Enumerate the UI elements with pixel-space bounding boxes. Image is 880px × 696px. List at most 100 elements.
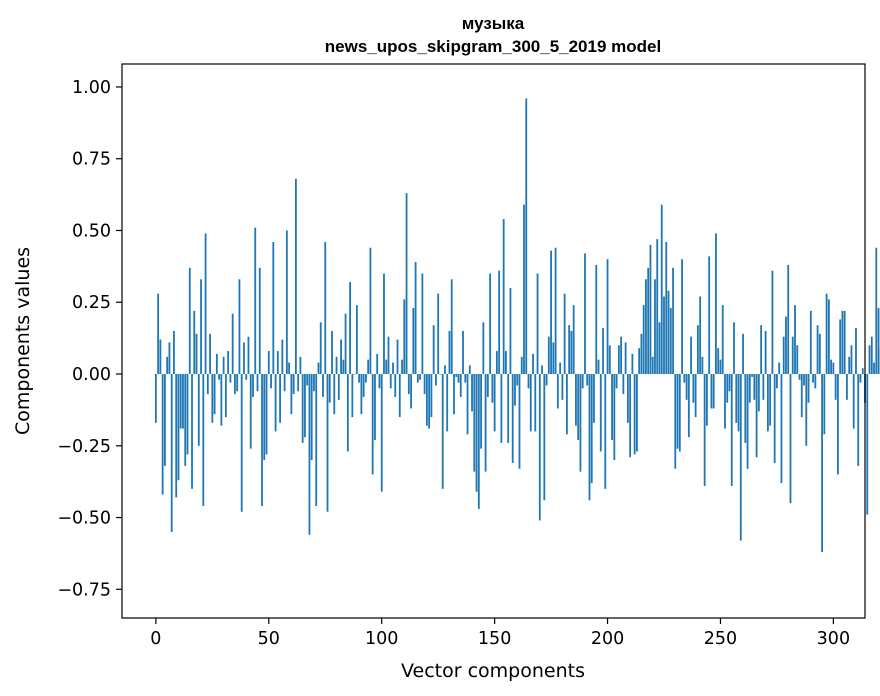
- bar-component-31: [224, 374, 227, 418]
- bar-component-257: [735, 374, 738, 423]
- y-tick-label: 0.25: [72, 293, 111, 313]
- bar-component-113: [410, 374, 412, 409]
- bar-component-66: [304, 374, 306, 438]
- bar-component-308: [850, 345, 853, 375]
- bar-component-185: [572, 305, 575, 375]
- bar-component-5: [166, 356, 169, 375]
- bar-component-261: [744, 374, 747, 443]
- bar-component-133: [455, 374, 458, 377]
- bar-component-248: [715, 233, 717, 375]
- bar-component-247: [712, 374, 715, 409]
- x-tick-label: 50: [258, 629, 280, 649]
- bar-component-287: [803, 374, 805, 386]
- bar-component-44: [254, 227, 257, 375]
- bar-component-52: [272, 241, 275, 375]
- bar-component-245: [708, 256, 711, 375]
- bar-component-275: [776, 374, 778, 389]
- bar-component-286: [800, 374, 803, 418]
- bar-component-178: [556, 374, 559, 409]
- bar-component-132: [453, 374, 455, 415]
- bar-component-210: [629, 374, 632, 458]
- bar-component-62: [294, 178, 297, 375]
- bar-component-71: [315, 374, 318, 507]
- bar-component-15: [188, 267, 191, 375]
- x-axis-ticks: 0 50 100 150 200 250 300: [150, 618, 850, 649]
- bar-component-315: [866, 374, 869, 515]
- bar-component-221: [654, 279, 656, 375]
- bar-component-105: [392, 362, 394, 375]
- bar-component-302: [837, 374, 839, 475]
- bar-component-97: [374, 374, 376, 441]
- bar-component-18: [195, 333, 198, 375]
- bar-component-45: [256, 374, 259, 392]
- bar-component-213: [636, 374, 638, 452]
- bar-component-281: [789, 374, 792, 504]
- bar-component-20: [200, 279, 202, 375]
- bar-component-301: [834, 374, 837, 400]
- bar-component-311: [857, 374, 860, 466]
- bar-component-278: [782, 336, 785, 375]
- bar-component-86: [349, 282, 351, 375]
- bar-component-234: [683, 374, 686, 383]
- bar-component-92: [362, 374, 365, 397]
- bar-component-218: [647, 267, 650, 375]
- x-axis-label: Vector components: [401, 660, 585, 682]
- bar-component-184: [570, 330, 573, 375]
- bar-component-17: [193, 310, 196, 375]
- bar-component-293: [816, 325, 819, 375]
- bar-component-243: [703, 374, 706, 486]
- bar-component-319: [875, 247, 878, 375]
- bar-component-250: [719, 359, 722, 375]
- bar-component-144: [480, 374, 482, 449]
- bar-component-313: [861, 368, 864, 375]
- bar-component-146: [484, 374, 487, 472]
- bar-component-112: [407, 374, 410, 395]
- bar-component-8: [173, 330, 175, 375]
- bar-component-277: [780, 374, 783, 484]
- bar-component-205: [617, 345, 620, 375]
- bar-component-300: [832, 362, 835, 375]
- bar-component-101: [383, 273, 385, 375]
- bar-component-91: [360, 374, 363, 415]
- bar-component-224: [660, 204, 663, 375]
- bar-component-63: [297, 374, 300, 392]
- bar-component-265: [753, 374, 756, 400]
- bar-component-242: [701, 356, 704, 375]
- bar-component-103: [387, 336, 390, 375]
- bar-component-285: [798, 374, 801, 380]
- bar-component-254: [728, 374, 731, 392]
- bar-component-60: [290, 374, 293, 415]
- bar-component-172: [543, 374, 546, 501]
- bar-component-240: [696, 325, 699, 375]
- bar-component-225: [663, 296, 665, 375]
- bar-component-131: [450, 279, 453, 375]
- bar-component-260: [742, 333, 744, 375]
- bar-component-77: [328, 374, 331, 403]
- bar-component-228: [669, 307, 672, 375]
- bar-component-189: [581, 374, 584, 389]
- bar-component-24: [209, 333, 211, 375]
- bar-component-304: [841, 310, 844, 375]
- bar-component-316: [868, 345, 871, 375]
- bar-component-47: [261, 374, 263, 507]
- bar-component-69: [310, 374, 313, 461]
- bar-component-222: [656, 239, 659, 375]
- bar-component-56: [281, 339, 284, 375]
- bar-component-320: [877, 307, 880, 375]
- bar-component-215: [640, 333, 643, 375]
- bar-component-239: [694, 374, 697, 418]
- y-tick-label: 0.50: [72, 221, 111, 241]
- chart-title: музыка: [462, 14, 525, 33]
- x-tick-label: 200: [591, 629, 624, 649]
- bar-component-74: [322, 374, 324, 397]
- bar-component-29: [220, 374, 223, 426]
- bar-component-116: [416, 374, 419, 383]
- bar-component-259: [739, 374, 742, 541]
- bar-component-151: [495, 351, 498, 375]
- y-tick-label: 1.00: [72, 78, 111, 98]
- bar-component-43: [252, 374, 254, 397]
- bar-component-282: [791, 336, 794, 375]
- bar-component-167: [532, 353, 534, 375]
- bar-component-109: [401, 359, 403, 375]
